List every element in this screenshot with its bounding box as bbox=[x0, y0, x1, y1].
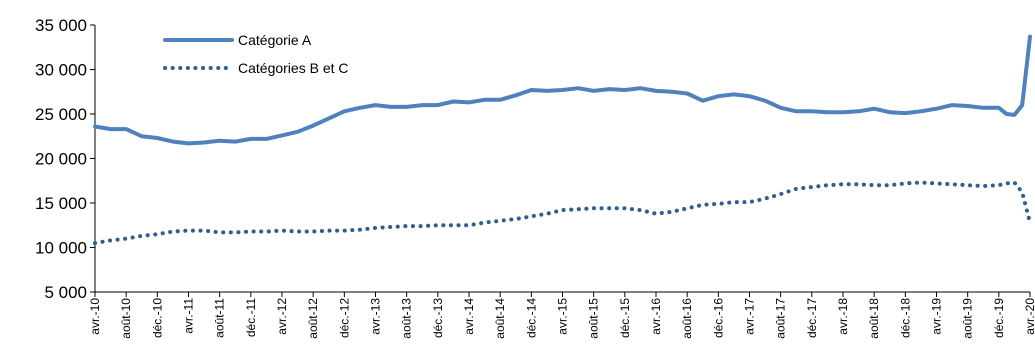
series-layer bbox=[93, 34, 1032, 246]
x-tick-label: déc.-18 bbox=[898, 298, 912, 338]
x-tick-label: avr.-19 bbox=[930, 298, 944, 335]
x-tick-label: déc.-14 bbox=[524, 298, 538, 338]
x-axis: avr.-10 août-10 déc.-10 avr.-11 août-11 déc.-… bbox=[88, 291, 1035, 339]
legend-label-1: Catégorie A bbox=[238, 32, 312, 48]
x-tick-label: août-10 bbox=[119, 298, 133, 339]
x-tick-label: avr.-17 bbox=[743, 298, 757, 335]
x-tick-label: août-12 bbox=[306, 298, 320, 339]
y-tick-label: 5 000 bbox=[44, 283, 87, 302]
y-tick-label: 15 000 bbox=[35, 194, 87, 213]
x-tick-label: déc.-10 bbox=[150, 298, 164, 338]
x-tick-label: août-13 bbox=[400, 298, 414, 339]
y-tick-label: 30 000 bbox=[35, 61, 87, 80]
x-tick-label: déc.-13 bbox=[431, 298, 445, 338]
x-tick-label: août-19 bbox=[961, 298, 975, 339]
x-tick-label: avr.-20 bbox=[1023, 298, 1035, 335]
series-line-2 bbox=[93, 180, 1032, 246]
y-tick-label: 20 000 bbox=[35, 150, 87, 169]
x-tick-label: déc.-16 bbox=[711, 298, 725, 338]
x-tick-label: déc.-17 bbox=[805, 298, 819, 338]
x-tick-label: avr.-15 bbox=[556, 298, 570, 335]
x-tick-label: avr.-18 bbox=[836, 298, 850, 335]
y-tick-label: 35 000 bbox=[35, 16, 87, 35]
y-axis: 5 000 10 000 15 000 20 000 25 000 30 000 35 00… bbox=[35, 16, 96, 302]
x-tick-label: août-18 bbox=[867, 298, 881, 339]
x-tick-label: août-15 bbox=[587, 298, 601, 339]
legend: Catégorie A Catégories B et C bbox=[163, 32, 349, 76]
x-tick-label: août-11 bbox=[213, 298, 227, 338]
x-tick-label: avr.-13 bbox=[369, 298, 383, 335]
x-tick-label: août-17 bbox=[774, 298, 788, 339]
x-tick-label: avr.-16 bbox=[649, 298, 663, 335]
x-tick-label: avr.-14 bbox=[462, 298, 476, 335]
x-tick-label: août-14 bbox=[493, 298, 507, 339]
y-tick-label: 25 000 bbox=[35, 105, 87, 124]
x-tick-label: déc.-11 bbox=[244, 298, 258, 337]
legend-label-2: Catégories B et C bbox=[238, 60, 349, 76]
x-tick-label: déc.-15 bbox=[618, 298, 632, 338]
y-tick-label: 10 000 bbox=[35, 239, 87, 258]
x-tick-label: août-16 bbox=[680, 298, 694, 339]
x-tick-label: avr.-10 bbox=[88, 298, 102, 335]
series-line-1 bbox=[93, 34, 1032, 146]
x-tick-label: avr.-12 bbox=[275, 298, 289, 335]
x-tick-label: avr.-11 bbox=[182, 298, 196, 334]
x-tick-label: déc.-19 bbox=[992, 298, 1006, 338]
x-tick-label: déc.-12 bbox=[337, 298, 351, 338]
